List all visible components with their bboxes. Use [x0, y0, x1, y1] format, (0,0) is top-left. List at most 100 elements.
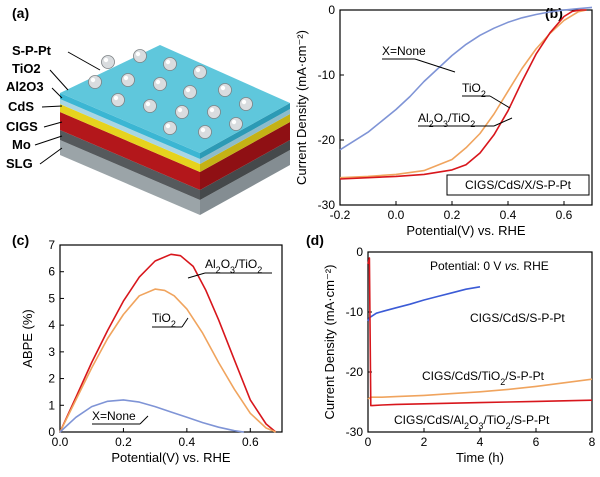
- y-tick-label: 7: [48, 238, 55, 252]
- chart-panel-b: -0.2 0.0 0.2 0.4 0.6 0 -10 -20 -30 Potential(V) v…: [294, 3, 593, 238]
- x-axis-label: Potential(V) vs. RHE: [111, 450, 231, 465]
- particle-highlight: [123, 75, 129, 81]
- chart-panel-c: 0.0 0.2 0.4 0.6 0 1 2 3 4 5 6 7 Potential(V) vs. RHE…: [20, 238, 283, 465]
- label-tio2: TiO2: [12, 61, 41, 76]
- x-tick-label: 0.2: [115, 435, 132, 449]
- annotation-tio2: TiO2: [462, 81, 486, 99]
- chart-panel-d: 0 2 4 6 8 0 -10 -20 -30 Time (h) Current Density (…: [322, 245, 596, 465]
- annotation-leader: [493, 117, 513, 127]
- annotation-al2o3-tio2: Al2O3/TiO2: [418, 111, 475, 129]
- annotation-leader: [187, 272, 206, 279]
- y-tick-label: 0: [328, 3, 335, 17]
- x-tick-label: 0.6: [556, 208, 573, 222]
- annotation-leader: [139, 415, 149, 425]
- particle-highlight: [145, 101, 151, 107]
- y-axis-label: ABPE (%): [20, 309, 35, 368]
- pt-particle: [239, 97, 253, 111]
- particle-highlight: [165, 59, 171, 65]
- mo-layer-side: [200, 140, 290, 200]
- panel-label-a: (a): [12, 5, 29, 21]
- particle-highlight: [103, 57, 109, 63]
- pt-particle: [153, 77, 167, 91]
- x-tick-label: 0.4: [500, 208, 517, 222]
- annotation-cigs-cds: CIGS/CdS/S-P-Pt: [470, 311, 565, 325]
- x-tick-label: 0.6: [242, 435, 259, 449]
- x-tick-label: 2: [421, 435, 428, 449]
- pt-particle: [111, 93, 125, 107]
- slg-layer-side: [200, 150, 290, 215]
- particle-highlight: [113, 95, 119, 101]
- series-line: [59, 399, 245, 433]
- arrow-s-p-pt: [67, 51, 101, 71]
- slg-layer: [60, 140, 200, 215]
- particle-highlight: [135, 51, 141, 57]
- label-slg: SLG: [6, 156, 33, 171]
- pt-particle: [143, 99, 157, 113]
- pt-particle: [193, 65, 207, 79]
- series-line: [59, 288, 277, 433]
- y-tick-label: 4: [48, 318, 55, 332]
- annotation-tio2: TiO2: [152, 311, 176, 329]
- particle-highlight: [185, 87, 191, 93]
- pt-particle: [101, 55, 115, 69]
- x-tick-label: 0.0: [388, 208, 405, 222]
- pt-particle: [198, 125, 212, 139]
- x-tick-label: 4: [477, 435, 484, 449]
- y-tick-label: 0: [356, 245, 363, 259]
- al2o3-layer-side: [200, 109, 290, 164]
- cigs-layer-side: [200, 122, 290, 190]
- y-axis-label: Current Density (mA·cm⁻²): [322, 265, 337, 420]
- annotation-cigs-cds-tio2: CIGS/CdS/TiO2/S-P-Pt: [422, 369, 545, 387]
- arrow-al2o3: [51, 87, 63, 99]
- label-mo: Mo: [12, 137, 31, 152]
- y-tick-label: -10: [318, 68, 336, 82]
- x-tick-label: 0: [365, 435, 372, 449]
- y-tick-label: 3: [48, 345, 55, 359]
- pt-particle: [207, 105, 221, 119]
- pt-particle: [133, 49, 147, 63]
- series-line: [367, 286, 481, 322]
- pt-particle: [218, 83, 232, 97]
- particle-highlight: [195, 67, 201, 73]
- y-tick-label: -30: [346, 425, 364, 439]
- device-schematic: S-P-Pt TiO2 Al2O3 CdS CIGS Mo SLG: [6, 43, 290, 215]
- x-tick-label: 0.0: [52, 435, 69, 449]
- annotation-leader: [414, 58, 456, 73]
- particle-highlight: [200, 127, 206, 133]
- x-tick-label: 0.2: [444, 208, 461, 222]
- pt-particle: [121, 73, 135, 87]
- x-tick-label: -0.2: [330, 208, 351, 222]
- x-tick-label: 6: [533, 435, 540, 449]
- pt-particle: [88, 75, 102, 89]
- x-tick-label: 0.4: [179, 435, 196, 449]
- panel-label-d: (d): [306, 232, 324, 248]
- cigs-layer: [60, 112, 200, 190]
- y-tick-label: 1: [48, 398, 55, 412]
- x-axis-label: Potential(V) vs. RHE: [406, 223, 526, 238]
- series-line: [367, 378, 593, 400]
- y-tick-label: -30: [318, 198, 336, 212]
- al2o3-layer: [60, 99, 200, 164]
- particle-highlight: [231, 119, 237, 125]
- particle-highlight: [241, 99, 247, 105]
- cds-layer-side: [200, 114, 290, 172]
- particle-highlight: [90, 77, 96, 83]
- y-tick-label: 6: [48, 265, 55, 279]
- pt-particle: [163, 121, 177, 135]
- series-line: [339, 6, 593, 151]
- tio2-layer-side: [200, 103, 290, 159]
- cds-layer: [60, 104, 200, 172]
- annotation-leader: [181, 317, 189, 328]
- annotation-leader: [489, 95, 511, 109]
- x-axis-label: Time (h): [456, 450, 504, 465]
- annotation-cigs-cds-al2o3-tio2: CIGS/CdS/Al2O3/TiO2/S-P-Pt: [394, 413, 550, 431]
- y-tick-label: -20: [346, 365, 364, 379]
- y-tick-label: 5: [48, 291, 55, 305]
- y-tick-label: -20: [318, 133, 336, 147]
- arrow-cigs: [43, 121, 63, 128]
- annotation-x-none: X=None: [382, 44, 426, 58]
- particle-highlight: [165, 123, 171, 129]
- annotation-al2o3-tio2: Al2O3/TiO2: [205, 257, 262, 275]
- series-line: [339, 9, 587, 179]
- arrow-mo: [34, 135, 63, 146]
